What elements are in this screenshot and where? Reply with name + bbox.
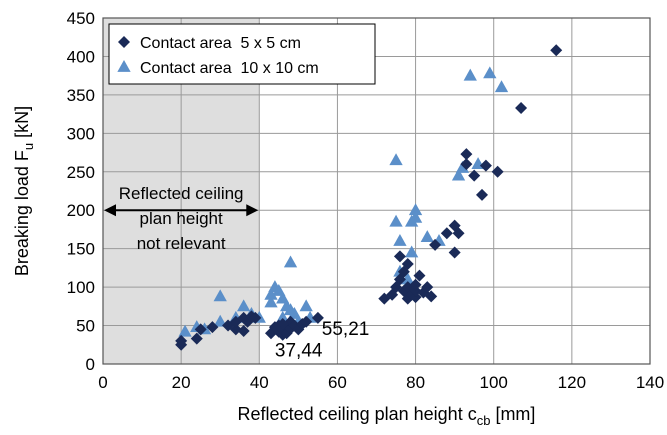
data-point-10x10	[178, 324, 192, 337]
data-point-5x5	[229, 323, 242, 336]
x-tick-label: 80	[406, 373, 425, 392]
data-point-5x5	[401, 258, 414, 271]
data-point-5x5	[425, 290, 438, 303]
x-tick-label: 0	[98, 373, 107, 392]
x-axis-title-unit: [mm]	[490, 404, 535, 424]
data-point-10x10	[455, 160, 470, 173]
data-point-5x5	[175, 334, 188, 347]
region-label-line-2: plan height	[140, 209, 223, 228]
data-point-5x5	[300, 315, 313, 328]
data-points	[175, 44, 563, 351]
x-tick-label: 140	[636, 373, 664, 392]
data-point-10x10	[463, 68, 477, 81]
data-point-5x5	[460, 158, 473, 171]
data-point-5x5	[440, 227, 453, 240]
y-tick-label: 400	[67, 47, 95, 66]
data-point-10x10	[264, 295, 278, 308]
data-point-10x10	[393, 233, 407, 246]
data-point-5x5	[448, 246, 461, 259]
data-point-10x10	[276, 310, 290, 323]
data-point-5x5	[409, 284, 422, 297]
data-point-10x10	[389, 214, 403, 227]
plot-frame	[102, 17, 651, 365]
data-point-5x5	[550, 44, 563, 57]
data-point-5x5	[468, 169, 481, 182]
data-point-10x10	[389, 153, 403, 166]
data-point-5x5	[206, 321, 219, 334]
y-axis-title-main: Breaking load F	[12, 150, 32, 276]
data-point-10x10	[299, 299, 313, 312]
y-tick-label: 450	[67, 9, 95, 28]
x-tick-label: 40	[250, 373, 269, 392]
data-point-5x5	[409, 278, 422, 291]
region-label-line-1: Reflected ceiling	[119, 184, 244, 203]
y-tick-labels: 0 50 100 150 200 250 300 350 400 450	[67, 9, 95, 374]
legend-label-5x5: Contact area 5 x 5 cm	[140, 35, 301, 52]
x-tick-label: 120	[558, 373, 586, 392]
data-point-10x10	[405, 245, 419, 258]
data-point-5x5	[479, 159, 492, 172]
data-point-10x10	[264, 287, 278, 300]
data-point-10x10	[408, 203, 423, 216]
data-point-5x5	[311, 311, 324, 324]
x-axis-title: Reflected ceiling plan height ccb [mm]	[238, 404, 536, 428]
x-tick-labels: 0 20 40 60 80 100 120 140	[98, 373, 664, 392]
data-point-5x5	[413, 269, 426, 282]
region-label-line-3: not relevant	[137, 234, 226, 253]
x-tick-label: 60	[328, 373, 347, 392]
data-point-5x5	[515, 101, 528, 114]
data-point-5x5	[194, 323, 207, 336]
arrow-left-head	[104, 204, 116, 217]
y-tick-label: 150	[67, 240, 95, 259]
x-axis-title-main: Reflected ceiling plan height c	[238, 404, 477, 424]
y-tick-label: 50	[76, 317, 95, 336]
y-axis-title-subscript: u	[21, 143, 36, 150]
y-tick-label: 350	[67, 86, 95, 105]
legend-triangle-shape	[117, 60, 131, 72]
legend: Contact area 5 x 5 cm Contact area 10 x …	[108, 23, 376, 85]
data-point-10x10	[283, 255, 298, 268]
data-point-5x5	[460, 148, 473, 161]
data-point-5x5	[268, 321, 281, 334]
data-point-10x10	[237, 299, 251, 312]
y-tick-label: 0	[86, 355, 95, 374]
data-point-5x5	[409, 291, 422, 304]
data-point-5x5	[475, 188, 488, 201]
data-point-5x5	[237, 324, 250, 337]
data-point-10x10	[408, 210, 423, 223]
y-tick-label: 100	[67, 278, 95, 297]
data-point-10x10	[494, 80, 509, 93]
data-point-5x5	[491, 165, 504, 178]
y-tick-label: 250	[67, 163, 95, 182]
data-point-5x5	[429, 238, 442, 251]
data-point-10x10	[420, 230, 434, 243]
legend-marker-triangle	[117, 60, 131, 72]
legend-marker-diamond	[118, 36, 130, 48]
data-point-5x5	[421, 281, 434, 294]
data-point-5x5	[452, 227, 465, 240]
y-axis-title: Breaking load Fu [kN]	[12, 106, 36, 276]
legend-label-10x10: Contact area 10 x 10 cm	[140, 60, 319, 77]
data-point-10x10	[401, 272, 415, 285]
data-point-5x5	[393, 250, 406, 263]
data-point-10x10	[483, 66, 497, 79]
data-point-5x5	[190, 332, 203, 345]
y-tick-label: 200	[67, 201, 95, 220]
shaded-region-label: Reflected ceiling plan height not releva…	[104, 184, 259, 253]
annotation-37-44: 37,44	[275, 340, 323, 361]
y-axis-title-unit: [kN]	[12, 106, 32, 143]
annotation-55-21: 55,21	[322, 319, 370, 340]
y-tick-label: 300	[67, 124, 95, 143]
data-point-5x5	[249, 311, 262, 324]
data-point-10x10	[213, 289, 227, 302]
arrow-right-head	[246, 204, 259, 217]
legend-box	[108, 23, 376, 85]
legend-diamond-shape	[118, 36, 130, 48]
x-tick-label: 100	[480, 373, 508, 392]
data-point-10x10	[451, 168, 466, 181]
x-axis-title-subscript: cb	[477, 413, 491, 428]
data-point-10x10	[213, 314, 227, 327]
x-tick-label: 20	[172, 373, 191, 392]
